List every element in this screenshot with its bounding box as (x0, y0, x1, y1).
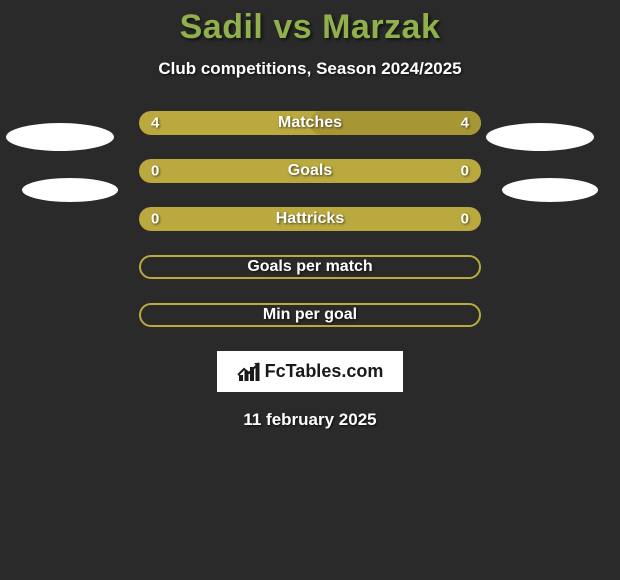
stat-label: Goals (288, 162, 332, 180)
stat-row-matches: Matches 4 4 (139, 111, 481, 135)
page-title: Sadil vs Marzak (180, 8, 441, 47)
stat-row-goals-per-match: Goals per match (139, 255, 481, 279)
left-ellipse (22, 178, 118, 202)
left-ellipse (6, 123, 114, 151)
right-ellipse (486, 123, 594, 151)
right-ellipse (502, 178, 598, 202)
stat-value-right: 4 (461, 115, 469, 132)
stat-row-goals: Goals 0 0 (139, 159, 481, 183)
stat-label: Min per goal (263, 306, 357, 324)
comparison-widget: Sadil vs Marzak Club competitions, Seaso… (0, 0, 620, 430)
stat-label: Goals per match (247, 258, 372, 276)
subtitle: Club competitions, Season 2024/2025 (158, 59, 461, 79)
stat-row-hattricks: Hattricks 0 0 (139, 207, 481, 231)
stat-row-min-per-goal: Min per goal (139, 303, 481, 327)
stat-value-left: 0 (151, 211, 159, 228)
source-logo: FcTables.com (217, 351, 404, 392)
date-text: 11 february 2025 (243, 410, 376, 430)
bar-chart-icon (237, 362, 261, 382)
stat-value-right: 0 (461, 163, 469, 180)
stat-value-right: 0 (461, 211, 469, 228)
stat-label: Hattricks (276, 210, 344, 228)
logo-text: FcTables.com (265, 361, 384, 382)
stat-value-left: 0 (151, 163, 159, 180)
stat-label: Matches (278, 114, 342, 132)
stat-value-left: 4 (151, 115, 159, 132)
